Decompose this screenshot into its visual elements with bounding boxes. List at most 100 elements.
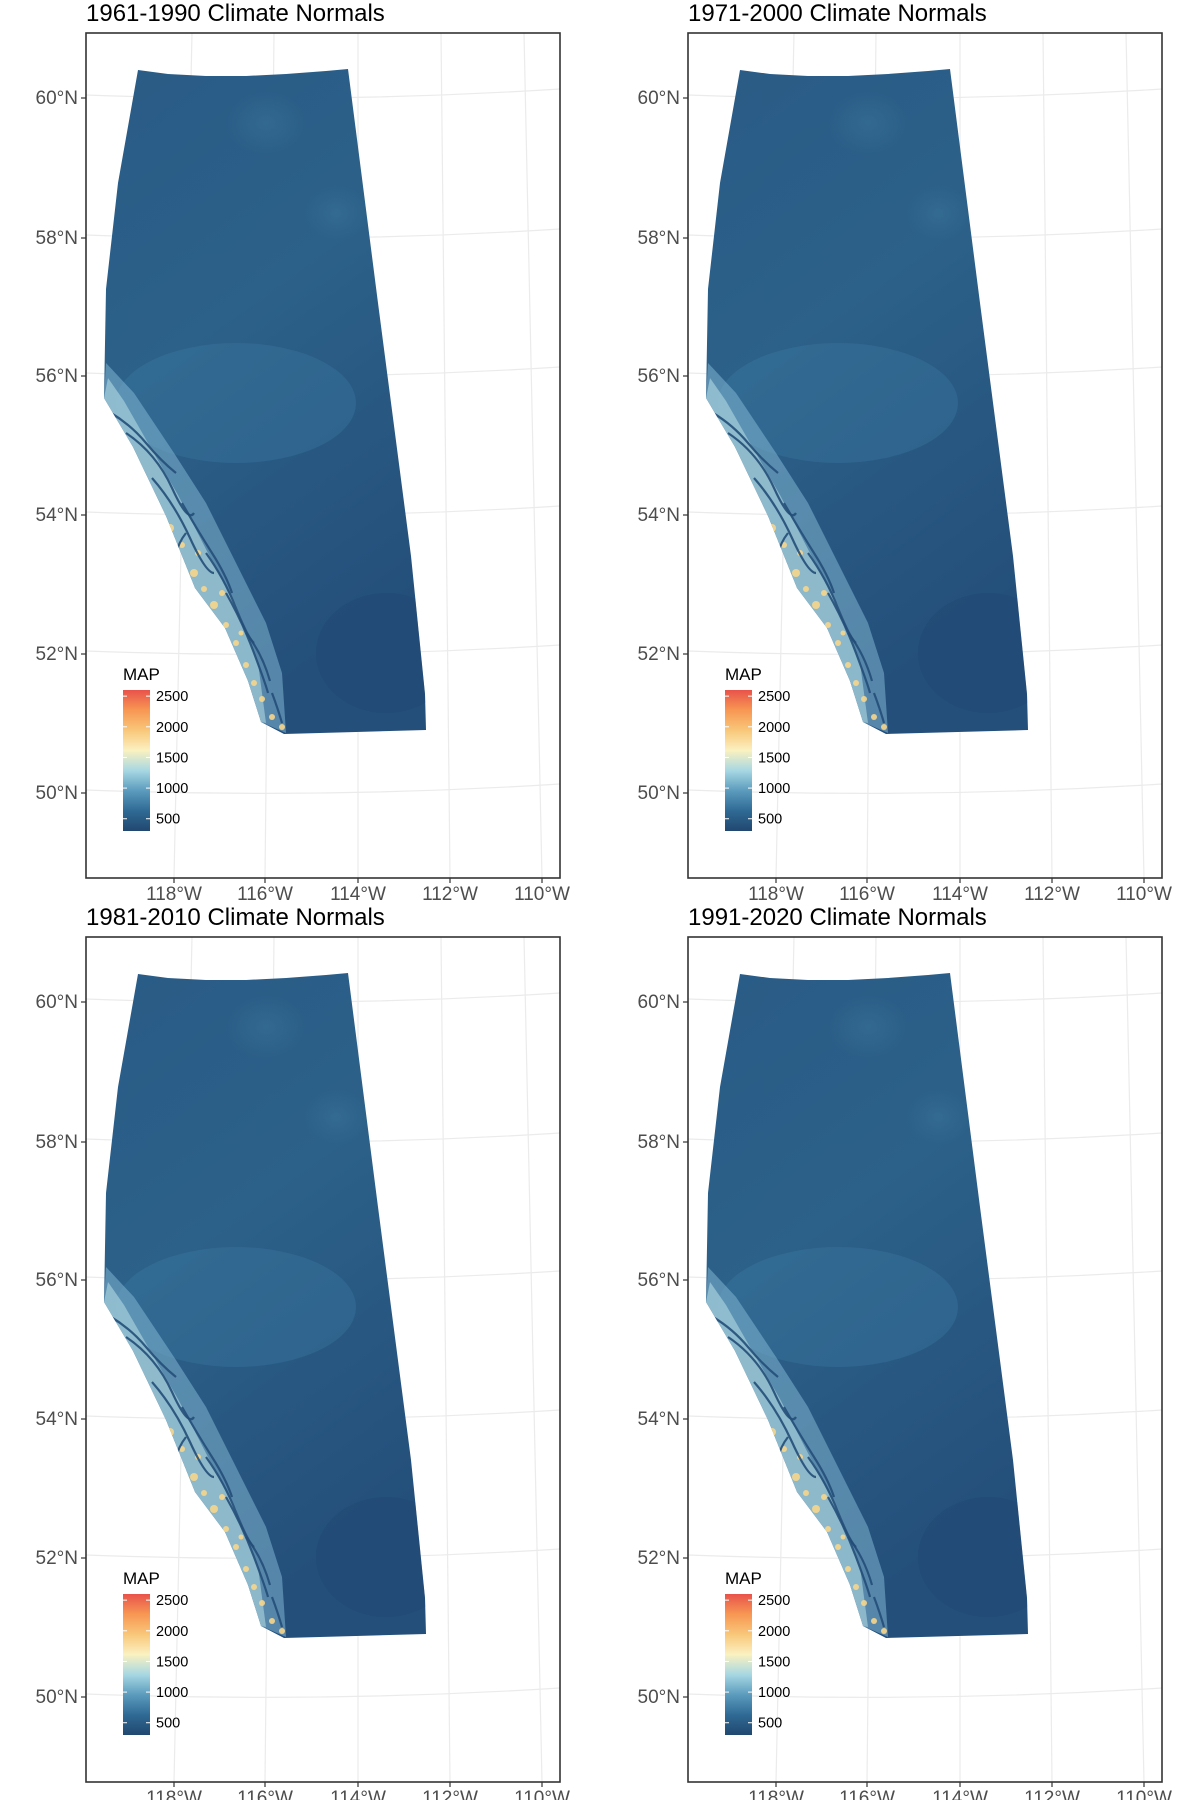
x-tick-label: 112°W [422, 884, 478, 905]
panel-title: 1981-2010 Climate Normals [86, 904, 385, 931]
legend-colorbar [725, 690, 752, 831]
x-tick-label: 114°W [932, 884, 988, 905]
legend-label: 2500 [156, 1593, 188, 1609]
high-precip-spot [269, 1618, 275, 1624]
valley-line [872, 1596, 886, 1628]
high-precip-spot [792, 1473, 800, 1481]
panel-border [85, 32, 561, 879]
valley-line [110, 412, 177, 474]
legend-label: 1500 [156, 750, 188, 766]
high-precip-spot [190, 1473, 198, 1481]
high-precip-spot [871, 1618, 877, 1624]
legend-label: 1000 [156, 781, 188, 797]
map-legend: MAP 2500 2000 1500 1000 500 [123, 1569, 188, 1735]
x-tick-label: 110°W [1116, 1788, 1172, 1800]
high-precip-spot [881, 1628, 887, 1634]
high-precip-spot [233, 1544, 239, 1550]
longitude-gridline [1042, 32, 1053, 879]
legend-title: MAP [123, 665, 160, 684]
high-precip-spot [825, 1526, 831, 1532]
legend-label: 2000 [758, 720, 790, 736]
high-precip-spot [123, 1364, 129, 1370]
map-legend: MAP 2500 2000 1500 1000 500 [123, 665, 188, 831]
high-precip-spot [706, 1331, 714, 1339]
x-tick-label: 114°W [330, 1788, 386, 1800]
longitude-gridline [523, 32, 543, 879]
high-precip-spot [223, 622, 229, 628]
mountain-band [104, 378, 266, 723]
mountain-band [104, 1282, 266, 1627]
legend-title: MAP [725, 665, 762, 684]
legend-label: 500 [156, 812, 180, 828]
valley-line [225, 1496, 270, 1598]
high-precip-spot [861, 1600, 867, 1606]
high-precip-spot [279, 1628, 285, 1634]
y-tick-label: 60°N [638, 88, 680, 109]
map-panel-2: 1971-2000 Climate Normals 60°N 58°N 56°N 54°… [638, 0, 1172, 905]
high-precip-spot [835, 1544, 841, 1550]
high-precip-spot [111, 1344, 117, 1350]
legend-colorbar [123, 1594, 150, 1735]
high-precip-spot [840, 630, 846, 636]
x-tick-label: 116°W [839, 884, 895, 905]
high-precip-spot [821, 1494, 827, 1500]
valley-line [151, 477, 215, 575]
high-precip-spot [251, 680, 257, 686]
high-precip-spot [812, 1505, 820, 1513]
y-tick-label: 54°N [638, 1409, 680, 1430]
legend-label: 1500 [758, 750, 790, 766]
legend-label: 500 [156, 1716, 180, 1732]
legend-label: 1000 [758, 781, 790, 797]
legend-title: MAP [725, 1569, 762, 1588]
y-tick-label: 50°N [36, 783, 78, 804]
y-tick-label: 54°N [36, 505, 78, 526]
high-precip-spot [739, 1381, 747, 1389]
valley-line [712, 1316, 779, 1378]
legend-label: 1000 [156, 1685, 188, 1701]
panel-title: 1971-2000 Climate Normals [688, 0, 987, 27]
y-tick-label: 58°N [638, 228, 680, 249]
high-precip-spot [739, 477, 747, 485]
longitude-gridline [523, 936, 543, 1783]
map-panel-3: 1981-2010 Climate Normals 60°N 58°N 56°N 54°… [36, 904, 570, 1800]
high-precip-spot [853, 1584, 859, 1590]
high-precip-spot [725, 1364, 731, 1370]
panel-border [687, 32, 1163, 879]
legend-colorbar [725, 1594, 752, 1735]
valley-line [245, 632, 272, 682]
x-tick-label: 110°W [514, 1788, 570, 1800]
high-precip-spot [725, 460, 731, 466]
valley-line [270, 1596, 284, 1628]
precipitation-map [104, 69, 426, 734]
high-precip-spot [835, 640, 841, 646]
longitude-gridline [440, 32, 451, 879]
y-tick-label: 50°N [638, 1687, 680, 1708]
valley-line [847, 1536, 874, 1586]
mountain-band [706, 1282, 868, 1627]
high-precip-spot [768, 1428, 776, 1436]
high-precip-spot [166, 524, 174, 532]
y-tick-label: 56°N [36, 366, 78, 387]
valley-line [872, 692, 886, 724]
high-precip-spot [747, 1390, 753, 1396]
y-tick-label: 60°N [36, 992, 78, 1013]
panel-border [85, 936, 561, 1783]
high-precip-spot [223, 1526, 229, 1532]
high-precip-spot [747, 486, 753, 492]
high-precip-spot [853, 680, 859, 686]
high-precip-spot [755, 1404, 761, 1410]
high-precip-spot [706, 427, 714, 435]
legend-label: 2000 [758, 1624, 790, 1640]
legend-label: 2000 [156, 1624, 188, 1640]
valley-line [181, 502, 234, 594]
high-precip-spot [145, 1390, 151, 1396]
valley-line [753, 477, 817, 575]
precipitation-map [706, 69, 1028, 734]
mountain-band [706, 378, 868, 723]
high-precip-spot [825, 622, 831, 628]
high-precip-spot [219, 590, 225, 596]
longitude-gridline [1125, 32, 1145, 879]
high-precip-spot [871, 714, 877, 720]
y-tick-label: 50°N [36, 1687, 78, 1708]
x-tick-label: 114°W [330, 884, 386, 905]
